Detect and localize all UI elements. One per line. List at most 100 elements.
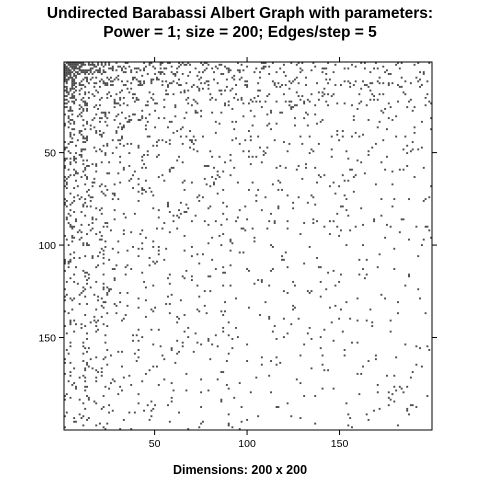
matrix-cell (115, 102, 118, 105)
matrix-cell (415, 406, 418, 408)
matrix-cell (126, 292, 129, 294)
matrix-cell (73, 63, 76, 66)
matrix-cell (73, 159, 76, 162)
matrix-cell (75, 85, 77, 88)
matrix-cell (69, 106, 72, 109)
matrix-cell (347, 179, 350, 182)
matrix-cell (192, 350, 195, 353)
matrix-cell (409, 98, 412, 101)
matrix-cell (404, 93, 407, 96)
matrix-cell (82, 119, 85, 121)
matrix-cell (67, 262, 70, 265)
matrix-cell (64, 262, 66, 265)
x-axis-label: Dimensions: 200 x 200 (173, 463, 307, 477)
matrix-cell (406, 165, 409, 167)
matrix-cell (143, 67, 146, 70)
matrix-cell (332, 220, 335, 223)
matrix-cell (172, 73, 175, 75)
matrix-cell (82, 109, 85, 112)
matrix-cell (227, 100, 230, 103)
matrix-cell (132, 96, 134, 99)
matrix-cell (82, 96, 85, 99)
matrix-cell (299, 233, 302, 236)
matrix-cell (218, 89, 221, 92)
matrix-cell (211, 176, 214, 178)
matrix-cell (86, 418, 88, 421)
matrix-cell (78, 62, 81, 64)
matrix-cell (163, 179, 166, 182)
matrix-cell (417, 288, 420, 291)
matrix-cell (132, 339, 134, 342)
matrix-cell (428, 100, 431, 103)
matrix-cell (80, 84, 83, 86)
matrix-cell (135, 67, 138, 70)
matrix-cell (113, 192, 116, 195)
matrix-cell (367, 154, 370, 156)
matrix-cell (282, 93, 285, 96)
matrix-cell (86, 120, 88, 123)
matrix-cell (133, 67, 136, 70)
matrix-cell (179, 128, 182, 131)
matrix-cell (117, 74, 120, 77)
matrix-cell (190, 104, 193, 107)
matrix-cell (71, 240, 74, 243)
matrix-cell (100, 78, 103, 81)
matrix-cell (408, 273, 410, 276)
matrix-cell (73, 187, 76, 190)
matrix-cell (203, 220, 206, 223)
matrix-cell (67, 244, 70, 247)
matrix-cell (365, 413, 368, 416)
matrix-cell (163, 73, 166, 75)
matrix-cell (207, 339, 210, 342)
matrix-cell (64, 358, 66, 361)
matrix-cell (130, 69, 133, 72)
matrix-cell (71, 128, 74, 131)
matrix-cell (380, 293, 383, 296)
matrix-cell (113, 303, 116, 305)
matrix-cell (268, 374, 271, 377)
matrix-cell (65, 80, 68, 83)
matrix-cell (69, 374, 72, 377)
matrix-cell (82, 84, 85, 86)
matrix-cell (91, 119, 94, 121)
matrix-cell (428, 196, 431, 199)
matrix-cell (65, 82, 68, 85)
matrix-cell (273, 84, 276, 86)
matrix-cell (115, 131, 118, 134)
matrix-cell (121, 135, 123, 138)
matrix-cell (126, 87, 129, 90)
matrix-cell (317, 266, 320, 269)
matrix-cell (80, 196, 83, 199)
matrix-cell (64, 176, 66, 178)
matrix-cell (275, 338, 278, 340)
matrix-cell (82, 242, 85, 245)
matrix-cell (141, 242, 144, 245)
matrix-cell (67, 266, 70, 269)
y-tick-label: 150 (38, 333, 56, 345)
matrix-cell (89, 205, 92, 208)
matrix-cell (64, 159, 66, 162)
matrix-cell (222, 266, 225, 269)
matrix-cell (113, 106, 116, 109)
matrix-cell (117, 251, 120, 254)
matrix-cell (260, 106, 263, 109)
matrix-cell (349, 417, 352, 420)
matrix-cell (86, 135, 88, 138)
matrix-cell (404, 284, 407, 287)
matrix-cell (378, 82, 381, 85)
matrix-cell (187, 428, 190, 431)
matrix-cell (154, 126, 157, 129)
matrix-cell (71, 227, 74, 230)
matrix-cell (365, 84, 368, 86)
matrix-cell (139, 82, 142, 85)
matrix-cell (157, 253, 160, 256)
matrix-cell (290, 106, 293, 109)
matrix-cell (73, 96, 76, 99)
matrix-cell (183, 314, 186, 316)
matrix-cell (286, 194, 289, 197)
matrix-cell (224, 89, 226, 92)
matrix-cell (87, 91, 90, 94)
matrix-cell (115, 93, 118, 96)
matrix-cell (80, 69, 83, 72)
matrix-cell (150, 82, 153, 85)
